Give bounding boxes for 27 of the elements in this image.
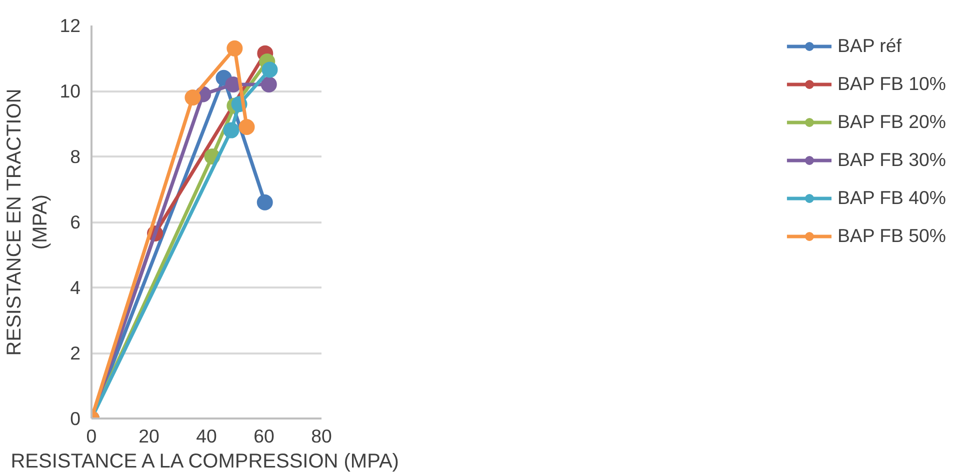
y-tick-label: 12 — [60, 15, 81, 36]
x-tick-label: 80 — [311, 426, 332, 446]
y-tick-label: 0 — [70, 408, 81, 429]
point — [262, 62, 278, 78]
y-axis-title: RESISTANCE EN TRACTION (MPA) — [3, 88, 52, 356]
point — [260, 76, 277, 92]
legend-label: BAP FB 10% — [837, 73, 946, 95]
point — [226, 40, 243, 56]
x-tick-label: 20 — [138, 426, 160, 446]
x-axis-title: RESISTANCE A LA COMPRESSION (MPA) — [10, 450, 399, 472]
y-tick-label: 10 — [60, 80, 81, 102]
y-tick-label: 2 — [70, 342, 81, 364]
legend-label: BAP FB 30% — [837, 149, 946, 171]
point — [184, 90, 201, 106]
legend-label: BAP FB 40% — [837, 187, 946, 209]
legend-label: BAP réf — [837, 35, 902, 57]
y-tick-label: 4 — [70, 277, 81, 298]
x-tick-label: 40 — [196, 426, 217, 446]
legend-label: BAP FB 20% — [837, 111, 946, 133]
x-tick-label: 0 — [86, 426, 97, 446]
y-tick-label: 8 — [70, 146, 81, 167]
point — [256, 194, 273, 210]
point — [238, 119, 255, 136]
y-tick-label: 6 — [70, 212, 81, 232]
x-tick-label: 60 — [254, 426, 274, 446]
point — [223, 122, 240, 138]
legend-label: BAP FB 50% — [837, 225, 946, 247]
